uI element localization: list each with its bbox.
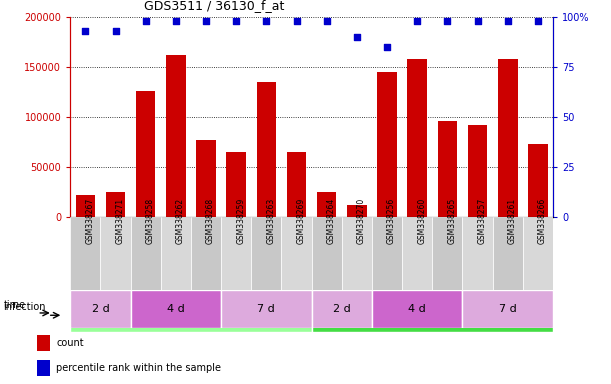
Point xyxy=(111,28,120,34)
Bar xyxy=(161,217,191,290)
Point xyxy=(171,18,181,24)
Bar xyxy=(372,217,402,290)
Point xyxy=(533,18,543,24)
Bar xyxy=(312,290,372,328)
Text: percentile rank within the sample: percentile rank within the sample xyxy=(56,363,221,373)
Point xyxy=(503,18,513,24)
Bar xyxy=(287,152,306,217)
Bar xyxy=(282,217,312,290)
Text: GSM338261: GSM338261 xyxy=(508,197,517,244)
Text: count: count xyxy=(56,338,84,348)
Text: GSM338267: GSM338267 xyxy=(86,197,94,244)
Bar xyxy=(70,217,100,290)
Bar xyxy=(523,217,553,290)
Bar xyxy=(528,144,547,217)
Bar xyxy=(463,217,492,290)
Text: GSM338265: GSM338265 xyxy=(447,197,456,244)
Point xyxy=(412,18,422,24)
Text: GSM338258: GSM338258 xyxy=(145,197,155,244)
Text: mock: mock xyxy=(176,306,206,316)
Bar xyxy=(131,217,161,290)
Bar xyxy=(312,217,342,290)
Bar xyxy=(251,217,282,290)
Bar xyxy=(347,205,367,217)
Bar xyxy=(221,290,312,328)
Bar xyxy=(257,82,276,217)
Text: GSM338264: GSM338264 xyxy=(327,197,335,244)
Text: 2 d: 2 d xyxy=(92,304,109,314)
Text: GSM338270: GSM338270 xyxy=(357,197,366,244)
Point xyxy=(81,28,90,34)
Point xyxy=(141,18,150,24)
Text: GSM338271: GSM338271 xyxy=(115,197,125,244)
Text: GSM338262: GSM338262 xyxy=(176,197,185,244)
Bar xyxy=(131,290,221,328)
Text: GSM338257: GSM338257 xyxy=(478,197,486,244)
Bar xyxy=(408,59,427,217)
Text: GSM338269: GSM338269 xyxy=(296,197,306,244)
Bar xyxy=(433,217,463,290)
Text: 4 d: 4 d xyxy=(408,304,426,314)
Bar xyxy=(70,290,312,332)
Point xyxy=(201,18,211,24)
Text: GSM338263: GSM338263 xyxy=(266,197,276,244)
Text: HIV-1: HIV-1 xyxy=(417,306,447,316)
Point xyxy=(442,18,452,24)
Point xyxy=(291,18,301,24)
Bar xyxy=(437,121,457,217)
Point xyxy=(473,18,483,24)
Text: GSM338259: GSM338259 xyxy=(236,197,245,244)
Bar xyxy=(492,217,523,290)
Bar xyxy=(106,192,125,217)
Bar xyxy=(166,55,186,217)
Point xyxy=(232,18,241,24)
Text: GSM338260: GSM338260 xyxy=(417,197,426,244)
Text: 7 d: 7 d xyxy=(499,304,516,314)
Bar xyxy=(76,195,95,217)
Point xyxy=(352,34,362,40)
Bar xyxy=(377,72,397,217)
Bar xyxy=(196,140,216,217)
Bar xyxy=(227,152,246,217)
Bar xyxy=(317,192,337,217)
Bar xyxy=(402,217,433,290)
Bar xyxy=(37,335,50,351)
Point xyxy=(382,44,392,50)
Bar xyxy=(468,125,488,217)
Text: GSM338256: GSM338256 xyxy=(387,197,396,244)
Text: 2 d: 2 d xyxy=(333,304,351,314)
Text: 4 d: 4 d xyxy=(167,304,185,314)
Bar xyxy=(463,290,553,328)
Text: GDS3511 / 36130_f_at: GDS3511 / 36130_f_at xyxy=(144,0,284,12)
Bar xyxy=(191,217,221,290)
Text: time: time xyxy=(4,300,26,310)
Text: 7 d: 7 d xyxy=(257,304,275,314)
Point xyxy=(262,18,271,24)
Bar xyxy=(136,91,155,217)
Bar xyxy=(37,360,50,376)
Bar xyxy=(221,217,251,290)
Text: GSM338268: GSM338268 xyxy=(206,197,215,244)
Bar xyxy=(498,59,518,217)
Text: GSM338266: GSM338266 xyxy=(538,197,547,244)
Bar xyxy=(342,217,372,290)
Bar xyxy=(70,290,131,328)
Bar xyxy=(372,290,463,328)
Point xyxy=(322,18,332,24)
Bar xyxy=(312,290,553,332)
Bar xyxy=(100,217,131,290)
Text: infection: infection xyxy=(4,302,46,312)
